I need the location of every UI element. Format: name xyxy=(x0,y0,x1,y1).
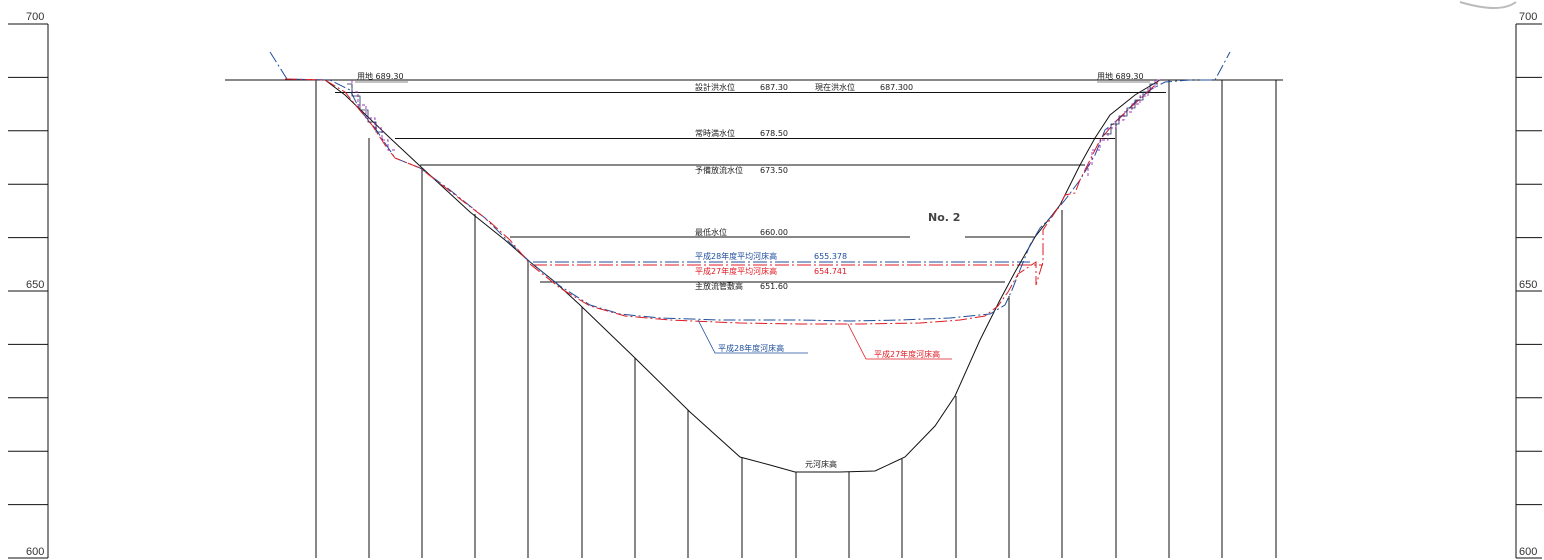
h28-avg-label: 平成28年度平均河床高 xyxy=(695,251,777,261)
left-step-boundary xyxy=(351,80,395,151)
h28-avg-value: 655.378 xyxy=(814,252,847,261)
h28-bed-leader xyxy=(697,319,808,354)
right-elevation-axis: 700 650 600 xyxy=(1515,11,1542,559)
minimum-label: 最低水位 xyxy=(695,227,727,237)
land-right-text: 用地 689.30 xyxy=(1097,71,1144,81)
main-outlet-value: 651.60 xyxy=(760,282,788,291)
left-tick-label: 700 xyxy=(26,11,44,23)
h28-bed-label: 平成28年度河床高 xyxy=(718,343,784,353)
right-tick-label: 600 xyxy=(1519,546,1537,558)
main-outlet-label: 主放流管敷高 xyxy=(695,281,743,291)
right-tick-label: 650 xyxy=(1519,279,1537,291)
h27-avg-value: 654.741 xyxy=(814,267,847,276)
current-flood-label: 現在洪水位 xyxy=(815,82,855,92)
normal-full-label: 常時満水位 xyxy=(695,128,735,138)
original-bed-profile xyxy=(324,79,1161,473)
spare-discharge-value: 673.50 xyxy=(760,166,788,175)
minimum-value: 660.00 xyxy=(760,228,788,237)
design-flood-label: 設計洪水位 xyxy=(695,82,735,92)
left-tick-label: 650 xyxy=(26,279,44,291)
left-elevation-axis: 700 650 600 xyxy=(8,11,49,559)
h27-bed-leader xyxy=(847,323,952,360)
h27-bed-profile xyxy=(284,78,1161,325)
right-tick-label: 700 xyxy=(1519,11,1537,23)
current-flood-value: 687.300 xyxy=(880,83,913,92)
left-tick-label: 600 xyxy=(26,546,44,558)
station-label: No. 2 xyxy=(928,211,960,224)
h27-bed-label: 平成27年度河床高 xyxy=(874,349,940,359)
land-left-text: 用地 689.30 xyxy=(357,71,404,81)
corner-arc xyxy=(1459,1,1517,9)
h28-bed-profile xyxy=(269,51,1231,322)
right-step-boundary xyxy=(1087,79,1160,178)
right-step-dark xyxy=(1103,83,1158,135)
h27-avg-label: 平成27年度平均河床高 xyxy=(695,266,777,276)
spare-discharge-label: 予備放流水位 xyxy=(695,165,743,175)
design-flood-value: 687.30 xyxy=(760,83,788,92)
station-lines xyxy=(315,80,1277,558)
normal-full-value: 678.50 xyxy=(760,129,788,138)
original-bed-label: 元河床高 xyxy=(805,459,837,469)
left-step-dark xyxy=(347,83,383,133)
